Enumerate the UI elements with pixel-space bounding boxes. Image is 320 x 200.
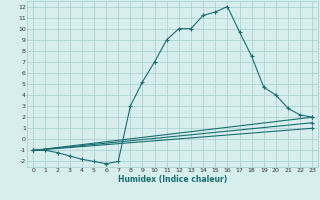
X-axis label: Humidex (Indice chaleur): Humidex (Indice chaleur) [118, 175, 228, 184]
